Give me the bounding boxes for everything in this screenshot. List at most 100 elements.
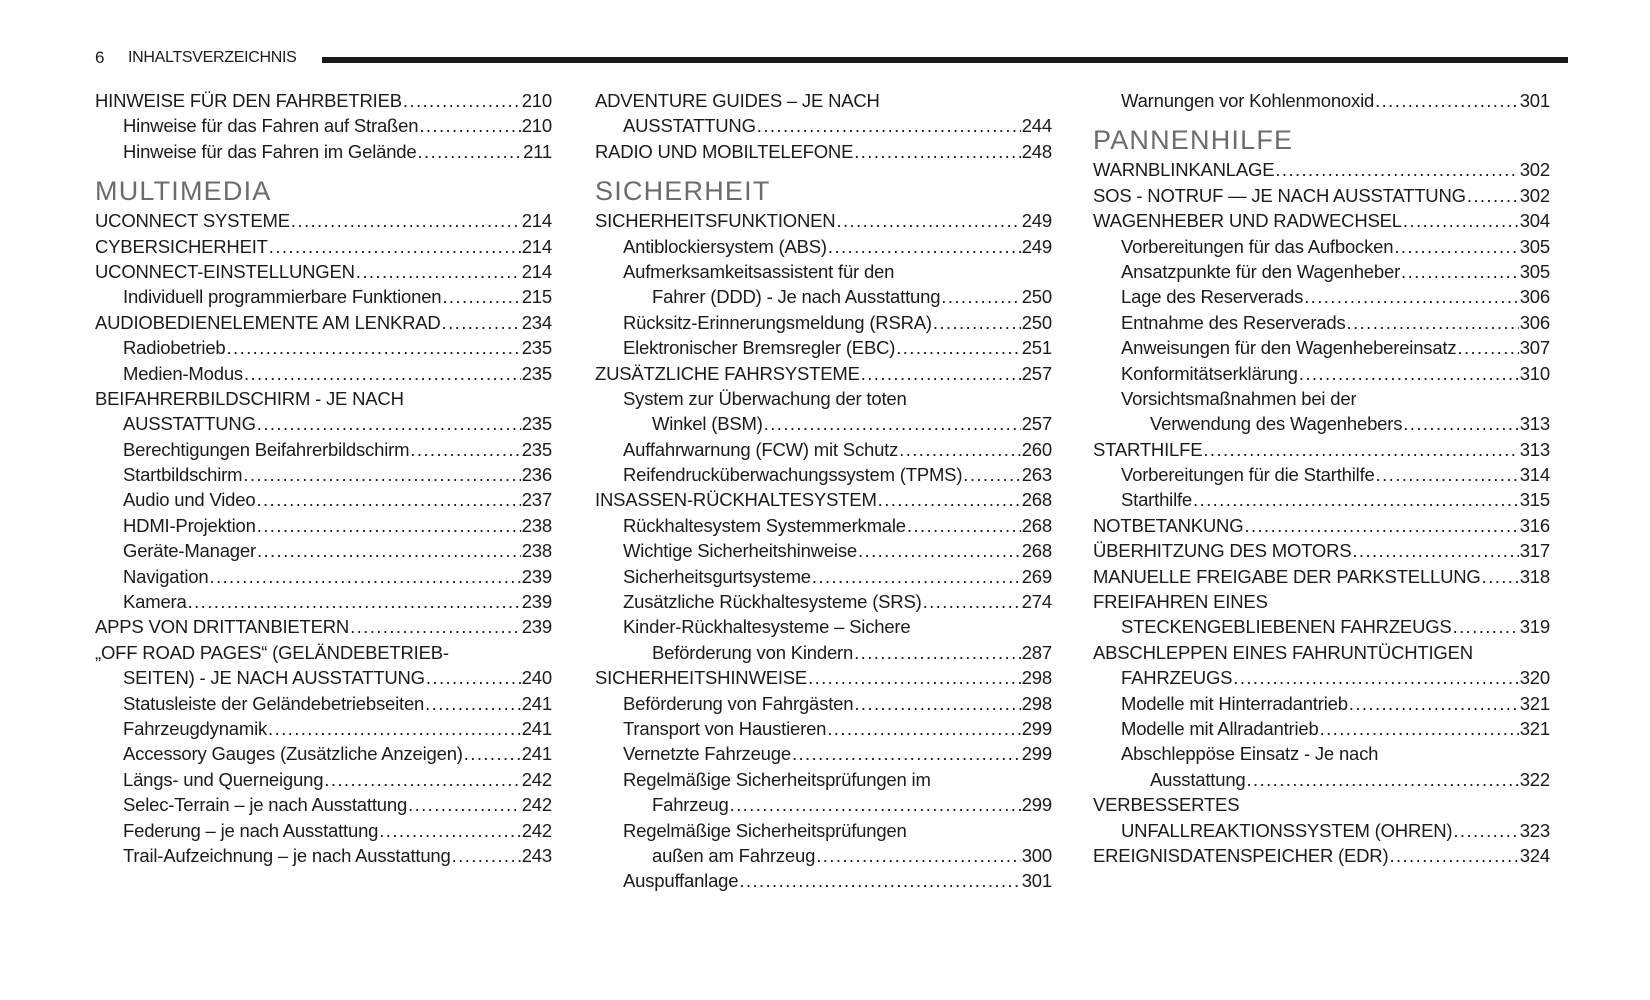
toc-entry-text: HDMI-Projektion [123, 514, 256, 536]
toc-entry: ZUSÄTZLICHE FAHRSYSTEME 257 [595, 361, 1052, 386]
dot-leader [932, 310, 1021, 335]
dot-leader [827, 234, 1021, 259]
toc-entry: FAHRZEUGS 320 [1093, 665, 1550, 690]
dot-leader [729, 792, 1021, 817]
dot-leader [409, 437, 520, 462]
toc-entry: Medien-Modus 235 [95, 361, 552, 386]
dot-leader [267, 716, 521, 741]
toc-entry-text: SOS - NOTRUF — JE NACH AUSSTATTUNG [1093, 184, 1466, 206]
toc-entry: Modelle mit Hinterradantrieb 321 [1093, 691, 1550, 716]
toc-entry: EREIGNISDATENSPEICHER (EDR) 324 [1093, 843, 1550, 868]
dot-leader [243, 361, 521, 386]
toc-entry-text: ADVENTURE GUIDES – JE NACH [595, 90, 880, 111]
dot-leader [1452, 614, 1519, 639]
dot-leader [1274, 157, 1518, 182]
page-number-ref: 211 [523, 140, 552, 162]
page-number-ref: 298 [1021, 692, 1052, 714]
dot-leader [791, 741, 1021, 766]
toc-entry: Hinweise für das Fahren im Gelände 211 [95, 139, 552, 164]
page-number-ref: 214 [521, 260, 552, 282]
dot-leader [835, 208, 1020, 233]
toc-entry-text: Auffahrwarnung (FCW) mit Schutz [623, 438, 899, 460]
toc-entry: APPS VON DRITTANBIETERN 239 [95, 614, 552, 639]
toc-entry-text: Sicherheitsgurtsysteme [623, 565, 811, 587]
page-number-ref: 268 [1021, 514, 1052, 536]
toc-entry: Fahrzeug 299 [595, 792, 1052, 817]
toc-entry: Rücksitz-Erinnerungsmeldung (RSRA) 250 [595, 310, 1052, 335]
toc-entry-text: Hinweise für das Fahren auf Straßen [123, 115, 419, 137]
toc-entry-text: Modelle mit Allradantrieb [1121, 717, 1319, 739]
toc-entry-text: FAHRZEUGS [1121, 667, 1233, 689]
toc-entry: Kamera 239 [95, 589, 552, 614]
dot-leader [1192, 487, 1519, 512]
page-number-ref: 315 [1519, 489, 1550, 511]
toc-entry-text: AUSSTATTUNG [123, 413, 256, 435]
toc-entry-text: Antiblockiersystem (ABS) [623, 235, 827, 257]
dot-leader [323, 767, 520, 792]
dot-leader [1388, 843, 1518, 868]
toc-entry-text: Abschleppöse Einsatz - Je nach [1121, 743, 1379, 765]
toc-entry-text: APPS VON DRITTANBIETERN [95, 616, 350, 638]
toc-entry-text: Federung – je nach Ausstattung [123, 819, 379, 841]
toc-entry: VERBESSERTES [1093, 792, 1550, 817]
dot-leader [290, 208, 521, 233]
dot-leader [853, 640, 1021, 665]
toc-entry: „OFF ROAD PAGES“ (GELÄNDEBETRIEB- [95, 640, 552, 665]
toc-entry-text: Vernetzte Fahrzeuge [623, 743, 791, 765]
toc-entry: Anweisungen für den Wagenhebereinsatz 307 [1093, 335, 1550, 360]
dot-leader [1466, 183, 1519, 208]
toc-entry: Ausstattung 322 [1093, 767, 1550, 792]
toc-entry-text: Auspuffanlage [623, 870, 739, 892]
toc-entry-text: Individuell programmierbare Funktionen [123, 286, 442, 308]
toc-entry: AUDIOBEDIENELEMENTE AM LENKRAD 234 [95, 310, 552, 335]
toc-entry: UCONNECT SYSTEME 214 [95, 208, 552, 233]
toc-entry-text: Vorsichtsmaßnahmen bei der [1121, 387, 1357, 409]
toc-entry-text: RADIO UND MOBILTELEFONE [595, 140, 854, 162]
toc-entry-text: Rückhaltesystem Systemmerkmale [623, 514, 906, 536]
page-number-ref: 239 [521, 591, 552, 613]
page-number-ref: 238 [521, 514, 552, 536]
toc-entry: Selec-Terrain – je nach Ausstattung 242 [95, 792, 552, 817]
dot-leader [1452, 818, 1518, 843]
toc-entry: INSASSEN-RÜCKHALTESYSTEM 268 [595, 487, 1052, 512]
page-number-ref: 301 [1021, 870, 1052, 892]
toc-column-3: Warnungen vor Kohlenmonoxid 301 PANNENHILF… [1093, 88, 1550, 868]
page-number-ref: 235 [521, 413, 552, 435]
toc-entry: Lage des Reserverads 306 [1093, 284, 1550, 309]
toc-entry: Elektronischer Bremsregler (EBC) 251 [595, 335, 1052, 360]
page-number-ref: 215 [521, 286, 552, 308]
page-number-ref: 287 [1021, 641, 1052, 663]
dot-leader [187, 589, 521, 614]
toc-entry: Zusätzliche Rückhaltesysteme (SRS) 274 [595, 589, 1052, 614]
page-number-ref: 320 [1519, 667, 1550, 689]
toc-entry-text: Rücksitz-Erinnerungsmeldung (RSRA) [623, 311, 932, 333]
dot-leader [1400, 259, 1519, 284]
dot-leader [1346, 310, 1519, 335]
toc-entry: FREIFAHREN EINES [1093, 589, 1550, 614]
toc-entry: AUSSTATTUNG 235 [95, 411, 552, 436]
dot-leader [853, 691, 1020, 716]
toc-entry: Statusleiste der Geländebetriebseiten 241 [95, 691, 552, 716]
dot-leader [922, 589, 1021, 614]
dot-leader [1402, 208, 1519, 233]
toc-entry: HINWEISE FÜR DEN FAHRBETRIEB 210 [95, 88, 552, 113]
dot-leader [1481, 564, 1519, 589]
toc-column-2: ADVENTURE GUIDES – JE NACH AUSSTATTUNG 244… [595, 88, 1052, 894]
toc-entry-text: Winkel (BSM) [652, 413, 763, 435]
toc-entry: Verwendung des Wagenhebers 313 [1093, 411, 1550, 436]
toc-entry: Accessory Gauges (Zusätzliche Anzeigen) 2… [95, 741, 552, 766]
page-number-ref: 268 [1021, 489, 1052, 511]
toc-entry: Vorbereitungen für das Aufbocken 305 [1093, 234, 1550, 259]
page-number-ref: 242 [521, 768, 552, 790]
dot-leader [451, 843, 521, 868]
toc-entry: Konformitätserklärung 310 [1093, 361, 1550, 386]
page-number-ref: 321 [1519, 692, 1550, 714]
toc-entry-text: Verwendung des Wagenhebers [1150, 413, 1403, 435]
dot-leader [441, 310, 521, 335]
page-number-ref: 242 [521, 819, 552, 841]
toc-entry: Auspuffanlage 301 [595, 868, 1052, 893]
page-number-ref: 299 [1021, 717, 1052, 739]
toc-entry-text: außen am Fahrzeug [652, 844, 816, 866]
page-number-ref: 274 [1021, 591, 1052, 613]
toc-entry-text: STECKENGEBLIEBENEN FAHRZEUGS [1121, 616, 1452, 638]
